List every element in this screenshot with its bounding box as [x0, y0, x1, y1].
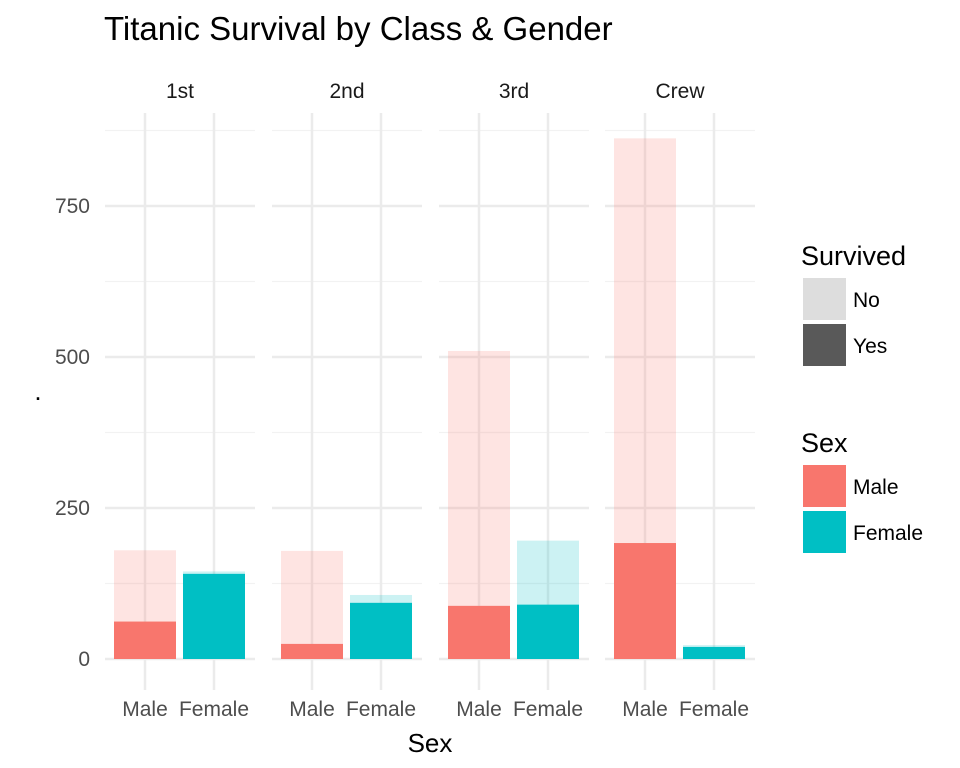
legend-label: Male — [853, 476, 899, 499]
facet-panel-2nd: 2nd Male Female — [272, 80, 422, 721]
y-tick-label: 500 — [55, 346, 90, 369]
bar-yes-female — [517, 604, 579, 659]
legend-key — [803, 278, 846, 320]
bar-yes-male — [281, 643, 343, 659]
x-axis-label: Sex — [408, 728, 453, 758]
bar-yes-female — [350, 602, 412, 659]
x-tick-label: Female — [179, 698, 249, 721]
facet-panel-crew: Crew Male Female — [605, 80, 755, 721]
x-tick-label: Female — [346, 698, 416, 721]
facet-strip-label: 3rd — [499, 80, 529, 103]
facet-strip-label: 2nd — [329, 80, 364, 103]
bar-yes-male — [448, 605, 510, 659]
x-tick-label: Male — [289, 698, 335, 721]
facet-strip-label: 1st — [166, 80, 194, 103]
bar-yes-male — [614, 543, 676, 659]
y-axis-label: . — [34, 376, 41, 406]
x-tick-label: Female — [679, 698, 749, 721]
legend-survived: Survived No Yes — [801, 241, 906, 366]
bar-yes-female — [683, 646, 745, 659]
facet-strip-label: Crew — [655, 80, 705, 103]
y-axis: 0 250 500 750 — [55, 195, 90, 671]
x-tick-label: Male — [622, 698, 668, 721]
y-tick-label: 0 — [78, 648, 90, 671]
bar-yes-female — [183, 573, 245, 659]
legend-label: Yes — [853, 335, 887, 358]
chart-title: Titanic Survival by Class & Gender — [104, 10, 613, 47]
y-tick-label: 250 — [55, 497, 90, 520]
legend-key — [803, 511, 846, 553]
x-tick-label: Male — [122, 698, 168, 721]
legend-title: Survived — [801, 241, 906, 271]
legend-label: No — [853, 289, 880, 312]
legend-key — [803, 324, 846, 366]
bar-no-male — [281, 550, 343, 659]
bar-yes-male — [114, 621, 176, 659]
legend-label: Female — [853, 522, 923, 545]
x-tick-label: Female — [513, 698, 583, 721]
x-tick-label: Male — [456, 698, 502, 721]
facet-panel-1st: 1st Male Female — [105, 80, 255, 721]
facet-panel-3rd: 3rd Male Female — [439, 80, 589, 721]
legend-title: Sex — [801, 428, 848, 458]
legend-key — [803, 465, 846, 507]
y-tick-label: 750 — [55, 195, 90, 218]
